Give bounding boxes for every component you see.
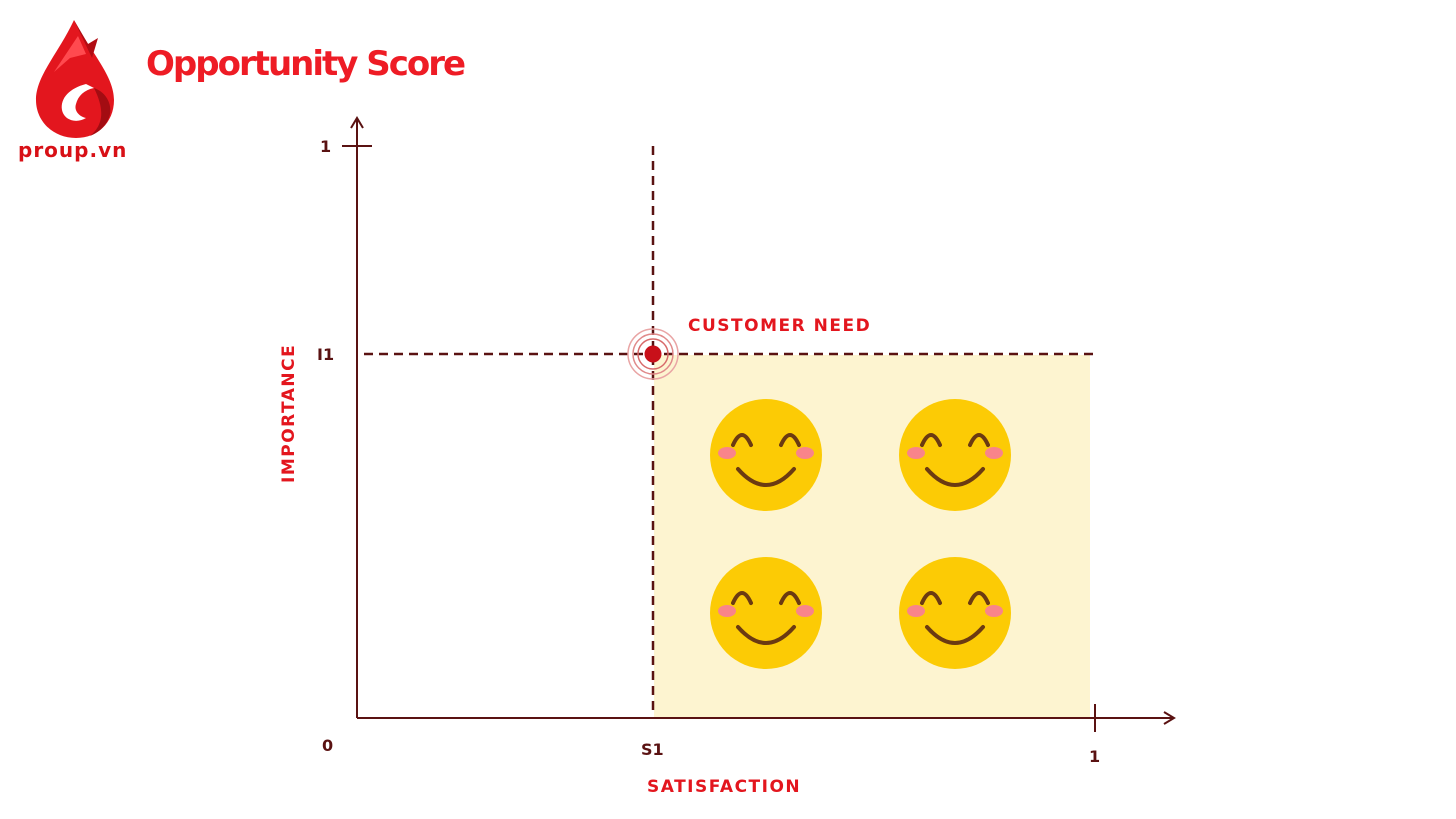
page-title: Opportunity Score [146, 44, 466, 84]
smiley-face-icon [708, 397, 824, 513]
smiley-face-icon [708, 555, 824, 671]
proup-logo [36, 20, 114, 138]
x-tick-end: 1 [1089, 747, 1100, 766]
logo-text: proup.vn [18, 138, 128, 162]
smiley-face-icon [897, 397, 1013, 513]
customer-need-point [627, 328, 679, 380]
x-tick-s1: S1 [641, 740, 664, 759]
y-tick-top: 1 [320, 137, 331, 156]
x-tick-origin: 0 [322, 736, 333, 755]
y-tick-i1: I1 [317, 345, 334, 364]
point-label: CUSTOMER NEED [688, 316, 871, 336]
y-axis-label: IMPORTANCE [279, 344, 299, 483]
opportunity-region [654, 355, 1090, 717]
x-axis-label: SATISFACTION [647, 777, 801, 797]
smiley-face-icon [897, 555, 1013, 671]
